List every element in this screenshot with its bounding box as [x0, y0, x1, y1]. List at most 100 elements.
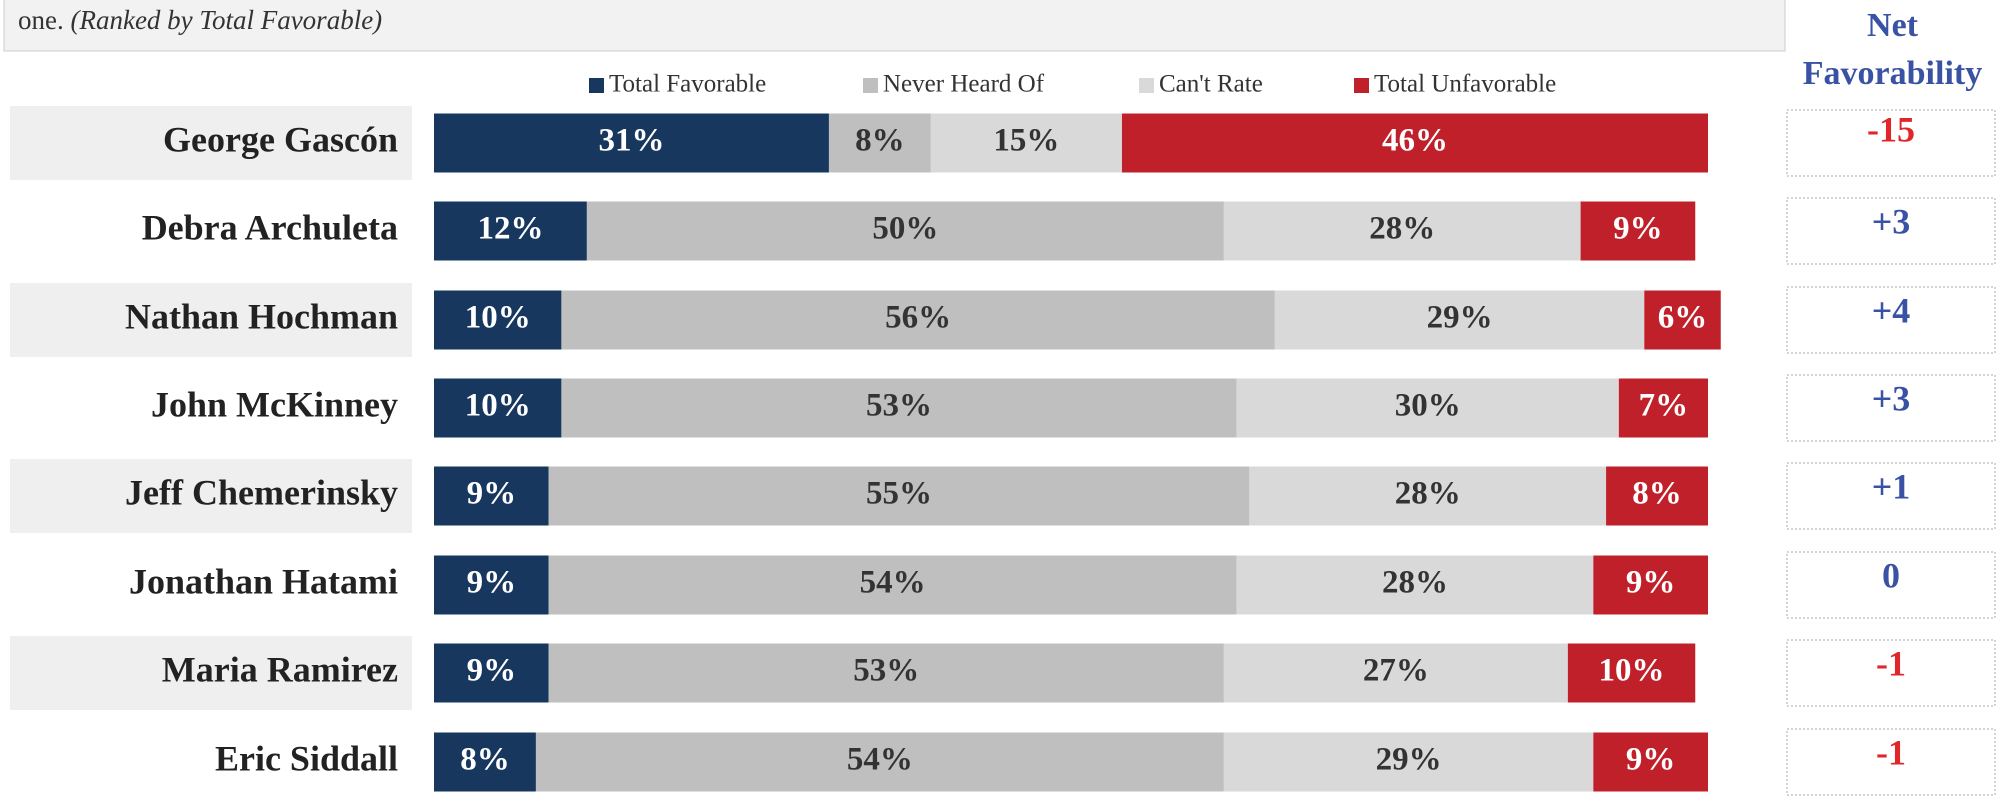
value-label: 10% — [1599, 653, 1665, 689]
value-label: 15% — [993, 123, 1059, 159]
value-label: 9% — [1626, 565, 1676, 601]
value-label: 8% — [1632, 476, 1682, 512]
net-box — [1786, 551, 1996, 619]
bar-segment — [548, 555, 1237, 615]
category-label: Nathan Hochman — [125, 296, 398, 336]
row-band — [10, 106, 412, 180]
value-label: 46% — [1382, 123, 1448, 159]
bar-segment — [1236, 555, 1594, 615]
value-label: 10% — [465, 388, 531, 424]
category-label: Maria Ramirez — [162, 649, 398, 689]
bar-segment — [434, 555, 549, 615]
legend-label: Never Heard Of — [883, 71, 1045, 98]
net-value: -15 — [1867, 109, 1915, 149]
value-label: 28% — [1395, 476, 1461, 512]
bar-segment — [561, 290, 1275, 350]
bar-segment — [1121, 113, 1708, 173]
subtitle-box — [3, 0, 1786, 52]
net-box — [1786, 109, 1996, 177]
value-label: 9% — [1626, 742, 1676, 778]
net-value: -1 — [1876, 732, 1906, 772]
bar-segment — [1567, 643, 1696, 703]
legend-swatch — [589, 78, 604, 93]
value-label: 28% — [1369, 211, 1435, 247]
value-label: 9% — [467, 476, 517, 512]
bar-segment — [434, 643, 549, 703]
bar-segment — [434, 732, 536, 792]
value-label: 29% — [1427, 300, 1493, 336]
subtitle-text: one. — [18, 5, 64, 35]
category-label: Debra Archuleta — [142, 207, 398, 247]
row-band — [10, 283, 412, 357]
value-label: 8% — [855, 123, 905, 159]
value-label: 29% — [1376, 742, 1442, 778]
bar-segment — [434, 201, 587, 261]
net-box — [1786, 728, 1996, 796]
value-label: 8% — [460, 742, 510, 778]
value-label: 9% — [467, 565, 517, 601]
legend-label: Total Unfavorable — [1374, 71, 1556, 98]
bar-segment — [1236, 378, 1619, 438]
subtitle: one. (Ranked by Total Favorable) — [18, 5, 382, 35]
legend-swatch — [1139, 78, 1154, 93]
value-label: 7% — [1639, 388, 1689, 424]
net-value: +3 — [1872, 378, 1911, 418]
net-box — [1786, 639, 1996, 707]
bar-segment — [561, 378, 1237, 438]
net-value: +3 — [1872, 201, 1911, 241]
bar-segment — [1249, 466, 1607, 526]
value-label: 50% — [872, 211, 938, 247]
bar-segment — [434, 113, 829, 173]
value-label: 12% — [477, 211, 543, 247]
bar-segment — [1593, 732, 1708, 792]
value-label: 10% — [465, 300, 531, 336]
value-label: 9% — [1613, 211, 1663, 247]
legend-swatch — [1354, 78, 1369, 93]
bar-segment — [1580, 201, 1696, 261]
category-label: Jeff Chemerinsky — [125, 472, 398, 512]
legend-swatch — [863, 78, 878, 93]
category-label: George Gascón — [163, 119, 398, 159]
category-label: John McKinney — [151, 384, 398, 424]
net-box — [1786, 197, 1996, 265]
net-box — [1786, 374, 1996, 442]
bar-segment — [1593, 555, 1708, 615]
value-label: 54% — [860, 565, 926, 601]
bar-segment — [548, 643, 1224, 703]
row-band — [10, 636, 412, 710]
net-box — [1786, 462, 1996, 530]
bar-segment — [535, 732, 1224, 792]
value-label: 27% — [1363, 653, 1429, 689]
bar-segment — [548, 466, 1250, 526]
value-label: 6% — [1658, 300, 1708, 336]
net-value: -1 — [1876, 643, 1906, 683]
value-label: 53% — [866, 388, 932, 424]
category-label: Jonathan Hatami — [129, 561, 398, 601]
category-label: Eric Siddall — [215, 738, 398, 778]
bar-segment — [1606, 466, 1708, 526]
legend-label: Can't Rate — [1159, 71, 1263, 98]
bar-segment — [930, 113, 1122, 173]
row-band — [10, 459, 412, 533]
value-label: 30% — [1395, 388, 1461, 424]
bar-segment — [1618, 378, 1708, 438]
bar-segment — [434, 290, 562, 350]
bar-segment — [434, 378, 562, 438]
net-value: 0 — [1882, 555, 1900, 595]
bar-segment — [1644, 290, 1721, 350]
legend-label: Total Favorable — [609, 71, 766, 98]
bar-segment — [1223, 643, 1568, 703]
bar-segment — [586, 201, 1224, 261]
net-box — [1786, 286, 1996, 354]
value-label: 53% — [853, 653, 919, 689]
net-value: +4 — [1872, 290, 1911, 330]
value-label: 55% — [866, 476, 932, 512]
bar-segment — [828, 113, 931, 173]
bar-segment — [1274, 290, 1645, 350]
net-title: Net Favorability — [1802, 7, 1983, 92]
value-label: 31% — [598, 123, 664, 159]
bar-segment — [1223, 201, 1581, 261]
net-value: +1 — [1872, 466, 1911, 506]
